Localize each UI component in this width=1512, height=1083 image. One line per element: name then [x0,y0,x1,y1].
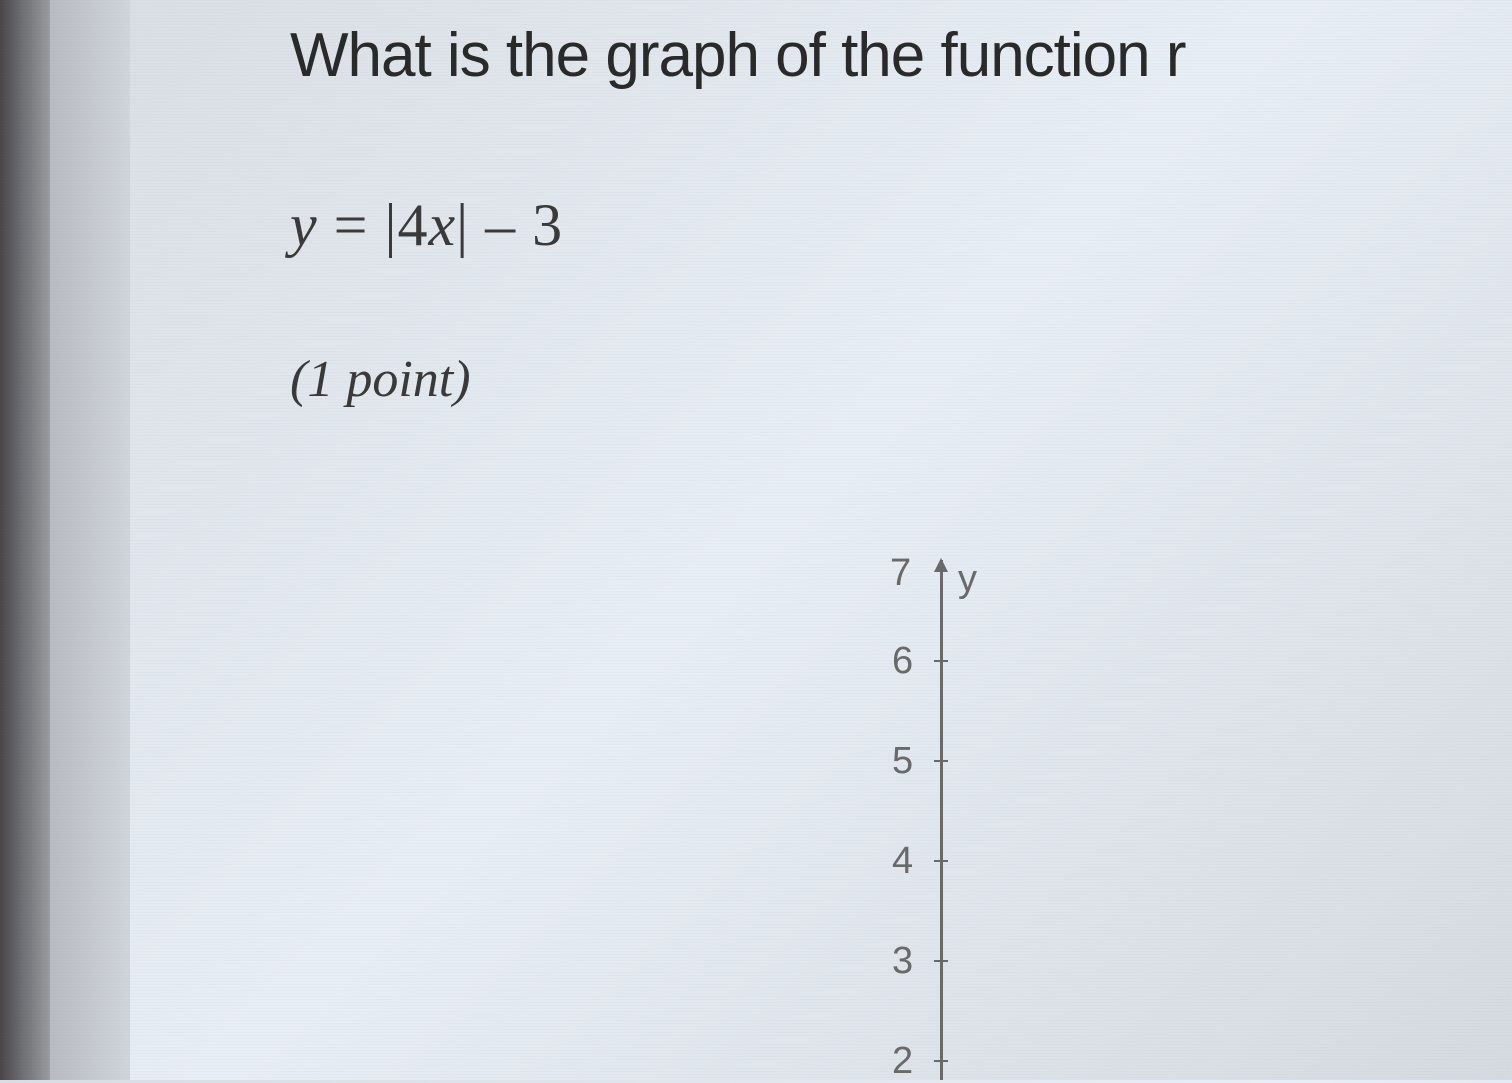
y-axis-line [940,560,943,1080]
axis-tick [934,1060,948,1062]
equation-rest: | – 3 [456,192,563,258]
equation-text: y = |4x| – 3 [290,191,1512,260]
equation-x: x [429,192,457,258]
graph-y-axis-partial: 7 y 6 5 4 3 2 [830,560,1030,1080]
tick-label: 6 [892,640,913,683]
points-label: (1 point) [290,350,1512,409]
tick-label: 3 [892,940,913,983]
equation-y: y [290,192,318,258]
screen-left-edge [0,0,50,1080]
y-axis-label: y [958,558,977,601]
equation-equals: = |4 [318,192,429,258]
screen-inner-edge [50,0,130,1080]
tick-label: 4 [892,840,913,883]
axis-tick [934,660,948,662]
axis-tick [934,860,948,862]
question-title: What is the graph of the function r [290,20,1512,91]
content-area: What is the graph of the function r y = … [150,0,1512,1080]
tick-label: 2 [892,1040,913,1083]
axis-tick [934,760,948,762]
axis-tick [934,960,948,962]
tick-label: 5 [892,740,913,783]
y-top-tick-value: 7 [890,552,911,595]
